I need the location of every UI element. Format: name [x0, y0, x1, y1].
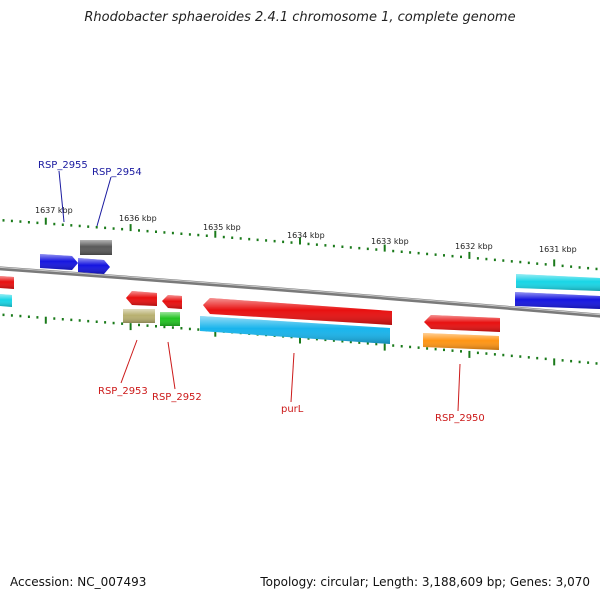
leader-RSP_2950 [457, 363, 461, 412]
scale-ticks-inner [2, 313, 598, 366]
scale-label-1637kbp: 1637 kbp [35, 206, 73, 215]
gene-RSP_2954[interactable] [78, 258, 110, 274]
gene-RSP_2950[interactable] [424, 315, 500, 332]
scale-label-1636kbp: 1636 kbp [119, 214, 157, 223]
leader-RSP_2953 [120, 339, 138, 384]
chromosome-backbone [0, 266, 600, 318]
gene-label-RSP_2954[interactable]: RSP_2954 [92, 167, 142, 178]
gene-unlabeled-forward-blue[interactable] [515, 292, 600, 309]
leader-RSP_2954 [96, 176, 112, 227]
gene-label-purL[interactable]: purL [281, 404, 304, 415]
scale-label-1634kbp: 1634 kbp [287, 231, 325, 240]
leader-purL [290, 352, 295, 403]
gene-label-RSP_2955[interactable]: RSP_2955 [38, 160, 88, 171]
gene-unlabeled-reverse-cyan-left[interactable] [0, 294, 12, 307]
leader-RSP_2952 [167, 341, 176, 390]
gene-label-RSP_2950[interactable]: RSP_2950 [435, 413, 485, 424]
gene-unlabeled-forward-cyan[interactable] [516, 274, 600, 291]
gene-label-RSP_2952[interactable]: RSP_2952 [152, 392, 202, 403]
gene-RSP_2950-orange[interactable] [423, 333, 499, 350]
scale-label-1631kbp: 1631 kbp [539, 245, 577, 254]
genome-stats: Topology: circular; Length: 3,188,609 bp… [260, 575, 590, 589]
leader-RSP_2955 [58, 170, 65, 223]
gene-purL[interactable] [203, 298, 392, 325]
scale-label-1632kbp: 1632 kbp [455, 242, 493, 251]
accession-label: Accession: NC_007493 [10, 575, 147, 589]
scale-ticks-outer [2, 217, 598, 271]
gene-RSP_2952[interactable] [162, 295, 182, 309]
gene-RSP_2955[interactable] [40, 254, 78, 270]
gene-purL-cyan[interactable] [200, 316, 390, 344]
scale-label-1633kbp: 1633 kbp [371, 237, 409, 246]
gene-RSP_2952-green[interactable] [160, 312, 180, 326]
scale-label-1635kbp: 1635 kbp [203, 223, 241, 232]
gene-unlabeled-reverse-red-left[interactable] [0, 276, 14, 289]
gene-RSP_2953-khaki[interactable] [123, 309, 155, 323]
map-title: Rhodobacter sphaeroides 2.4.1 chromosome… [84, 10, 516, 25]
gene-RSP_2953[interactable] [126, 291, 157, 306]
gene-unlabeled-forward-gray[interactable] [80, 240, 112, 255]
gene-label-RSP_2953[interactable]: RSP_2953 [98, 386, 148, 397]
